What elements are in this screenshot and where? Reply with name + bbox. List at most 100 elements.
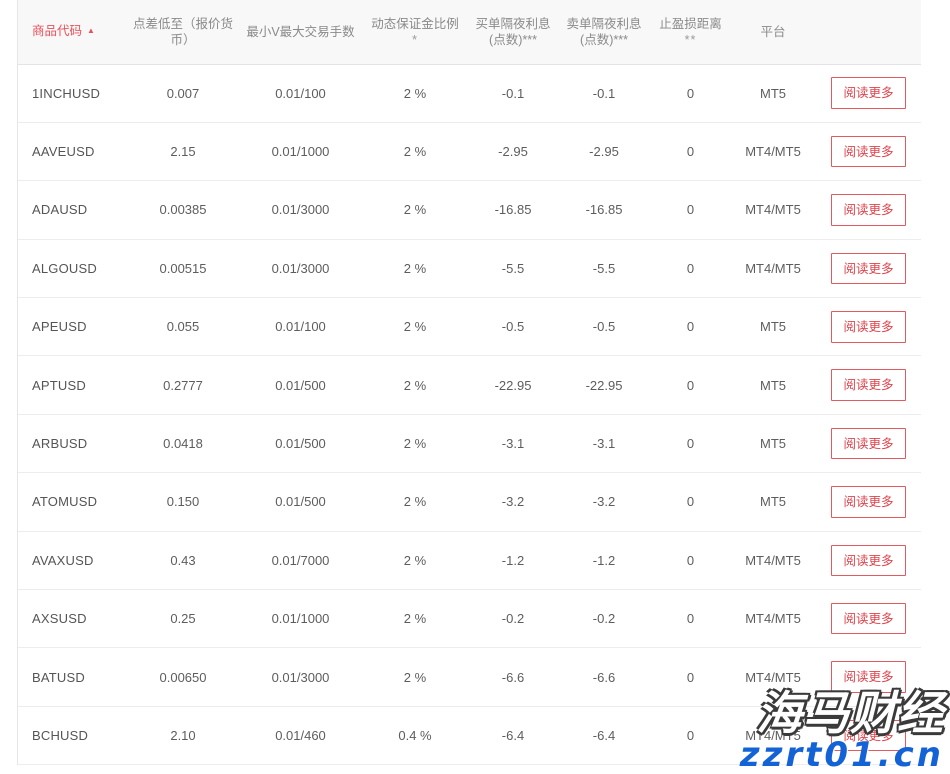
table-row: AXSUSD 0.25 0.01/1000 2 % -0.2 -0.2 0 MT4/MT5 阅读… (18, 589, 921, 649)
read-more-button[interactable]: 阅读更多 (831, 135, 906, 168)
cell-sl_tp: 0 (651, 297, 730, 357)
cell-swap_buy: -0.5 (469, 297, 557, 357)
cell-sl_tp: 0 (651, 647, 730, 707)
table-row: AVAXUSD 0.43 0.01/7000 2 % -1.2 -1.2 0 MT4/MT5 阅… (18, 531, 921, 591)
cell-spread: 0.25 (126, 589, 240, 649)
cell-platform: MT4/MT5 (730, 122, 816, 182)
cell-lots: 0.01/500 (240, 472, 361, 532)
cell-sl_tp: 0 (651, 180, 730, 240)
cell-sl_tp: 0 (651, 239, 730, 299)
cell-action: 阅读更多 (816, 355, 921, 415)
cell-swap_buy: -6.4 (469, 706, 557, 766)
cell-spread: 2.10 (126, 706, 240, 766)
cell-spread: 2.15 (126, 122, 240, 182)
read-more-button[interactable]: 阅读更多 (831, 252, 906, 285)
cell-action: 阅读更多 (816, 706, 921, 766)
cell-swap_sell: -0.1 (557, 64, 651, 123)
cell-platform: MT4/MT5 (730, 180, 816, 240)
cell-swap_buy: -16.85 (469, 180, 557, 240)
column-header-label: 点差低至（报价货币） (132, 16, 233, 47)
cell-swap_buy: -3.2 (469, 472, 557, 532)
table-row: APEUSD 0.055 0.01/100 2 % -0.5 -0.5 0 MT5 阅读更多 (18, 297, 921, 357)
read-more-button[interactable]: 阅读更多 (831, 77, 906, 109)
cell-swap_sell: -6.4 (557, 706, 651, 766)
cell-spread: 0.150 (126, 472, 240, 532)
read-more-button[interactable]: 阅读更多 (831, 369, 906, 401)
cell-spread: 0.055 (126, 297, 240, 357)
table-row: APTUSD 0.2777 0.01/500 2 % -22.95 -22.95 0 MT5 阅… (18, 355, 921, 415)
cell-action: 阅读更多 (816, 589, 921, 649)
cell-lots: 0.01/100 (240, 64, 361, 123)
cell-lots: 0.01/1000 (240, 589, 361, 649)
cell-margin: 2 % (361, 64, 469, 123)
cell-symbol: APEUSD (18, 297, 126, 357)
read-more-button[interactable]: 阅读更多 (831, 544, 906, 577)
column-header-platform[interactable]: 平台 (730, 0, 816, 65)
cell-action: 阅读更多 (816, 180, 921, 240)
column-header-label: 最小V最大交易手数 (246, 24, 355, 39)
column-header-sub: (点数)*** (489, 32, 537, 47)
cell-swap_buy: -0.1 (469, 64, 557, 123)
cell-platform: MT5 (730, 297, 816, 357)
cell-lots: 0.01/1000 (240, 122, 361, 182)
column-header-swap_buy[interactable]: 买单隔夜利息 (点数)*** (469, 0, 557, 65)
cell-margin: 0.4 % (361, 706, 469, 766)
cell-swap_sell: -22.95 (557, 355, 651, 415)
cell-platform: MT5 (730, 355, 816, 415)
cell-platform: MT4/MT5 (730, 706, 816, 766)
column-header-label: 卖单隔夜利息 (566, 16, 642, 31)
column-header-action[interactable] (816, 0, 921, 65)
table-row: AAVEUSD 2.15 0.01/1000 2 % -2.95 -2.95 0 MT4/MT… (18, 122, 921, 182)
read-more-button[interactable]: 阅读更多 (831, 427, 906, 460)
cell-spread: 0.0418 (126, 414, 240, 474)
cell-lots: 0.01/3000 (240, 239, 361, 299)
column-header-swap_sell[interactable]: 卖单隔夜利息 (点数)*** (557, 0, 651, 65)
table-row: BCHUSD 2.10 0.01/460 0.4 % -6.4 -6.4 0 MT4/MT5 阅… (18, 706, 921, 766)
cell-symbol: ATOMUSD (18, 472, 126, 532)
cell-swap_sell: -1.2 (557, 531, 651, 591)
cell-swap_sell: -0.5 (557, 297, 651, 357)
sort-ascending-icon[interactable]: ▲ (87, 26, 95, 36)
table-row: 1INCHUSD 0.007 0.01/100 2 % -0.1 -0.1 0 MT5 阅读更多 (18, 64, 921, 123)
cell-sl_tp: 0 (651, 355, 730, 415)
column-header-footnote-marker: * (412, 32, 418, 47)
cell-lots: 0.01/100 (240, 297, 361, 357)
cell-platform: MT4/MT5 (730, 531, 816, 591)
column-header-symbol[interactable]: 商品代码 ▲ (18, 0, 126, 65)
cell-swap_buy: -0.2 (469, 589, 557, 649)
read-more-button[interactable]: 阅读更多 (831, 719, 906, 752)
column-header-label: 动态保证金比例 (371, 16, 459, 31)
table-row: BATUSD 0.00650 0.01/3000 2 % -6.6 -6.6 0 MT4/MT… (18, 647, 921, 707)
cell-platform: MT5 (730, 64, 816, 123)
read-more-button[interactable]: 阅读更多 (831, 486, 906, 518)
cell-symbol: BATUSD (18, 647, 126, 707)
cell-sl_tp: 0 (651, 589, 730, 649)
cell-symbol: ALGOUSD (18, 239, 126, 299)
cell-sl_tp: 0 (651, 64, 730, 123)
read-more-button[interactable]: 阅读更多 (831, 602, 906, 635)
cell-sl_tp: 0 (651, 122, 730, 182)
cell-symbol: BCHUSD (18, 706, 126, 766)
cell-swap_sell: -0.2 (557, 589, 651, 649)
cell-symbol: APTUSD (18, 355, 126, 415)
column-header-label: 买单隔夜利息 (475, 16, 551, 31)
read-more-button[interactable]: 阅读更多 (831, 311, 906, 343)
table-row: ADAUSD 0.00385 0.01/3000 2 % -16.85 -16.85 0 MT… (18, 180, 921, 240)
cell-action: 阅读更多 (816, 472, 921, 532)
column-header-lots[interactable]: 最小V最大交易手数 (240, 0, 361, 65)
cell-swap_buy: -2.95 (469, 122, 557, 182)
column-header-label: 商品代码 (32, 24, 83, 39)
column-header-margin[interactable]: 动态保证金比例 * (361, 0, 469, 65)
column-header-sub: (点数)*** (580, 32, 628, 47)
instrument-spec-table-container: 商品代码 ▲ 点差低至（报价货币） 最小V最大交易手数 动态保证金比例 * 买单隔夜利息 (点… (17, 0, 921, 766)
column-header-sl_tp[interactable]: 止盈损距离 ** (651, 0, 730, 65)
instrument-spec-table: 商品代码 ▲ 点差低至（报价货币） 最小V最大交易手数 动态保证金比例 * 买单隔夜利息 (点… (18, 0, 921, 766)
cell-lots: 0.01/500 (240, 355, 361, 415)
cell-swap_buy: -3.1 (469, 414, 557, 474)
cell-action: 阅读更多 (816, 122, 921, 182)
read-more-button[interactable]: 阅读更多 (831, 661, 906, 693)
read-more-button[interactable]: 阅读更多 (831, 194, 906, 226)
column-header-spread[interactable]: 点差低至（报价货币） (126, 0, 240, 65)
cell-margin: 2 % (361, 472, 469, 532)
